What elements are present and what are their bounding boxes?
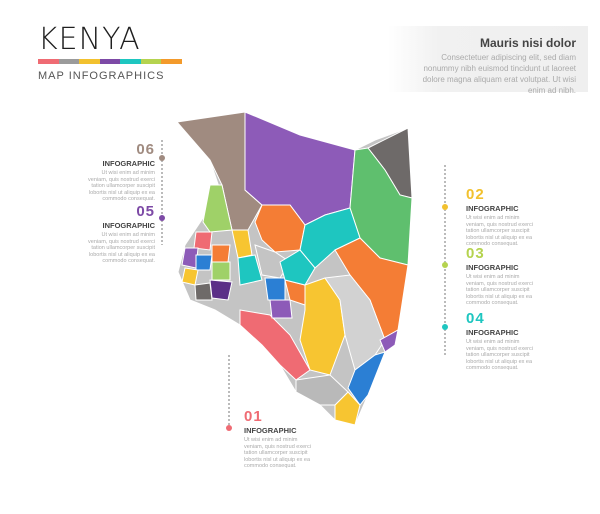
map-region-small [279,249,316,286]
callout-number: 03 [466,245,485,262]
map-region-small [194,282,213,301]
color-bar-segment [58,59,80,64]
callout-label: INFOGRAPHIC [244,426,297,435]
color-bar [38,59,183,64]
callout-label: INFOGRAPHIC [102,159,156,168]
callout-number: 06 [136,141,155,158]
leader-dot-04 [442,324,448,330]
callout-label: INFOGRAPHIC [466,204,519,213]
map-region-small [195,254,213,271]
map-region-small [211,244,231,263]
map-region-small [181,267,199,286]
map-region-pink [239,309,311,381]
callout-text: Ut wisi enim ad minim veniam, quis nostr… [466,339,533,371]
map-region-small [211,261,231,281]
callout-text: Ut wisi enim ad minim veniam, quis nostr… [244,437,311,469]
color-bar-segment [161,59,183,64]
callout-number: 01 [244,408,263,425]
map-region-coast-blue [347,351,386,406]
map-region-small [231,229,253,259]
callout-number: 05 [136,203,155,220]
callout-label: INFOGRAPHIC [102,221,156,230]
color-bar-segment [38,59,59,64]
map-region-central-orange [254,204,306,253]
map-region-small [193,231,213,251]
map-region-south-gray [295,374,349,406]
map-region-purple-small [379,329,399,353]
color-bar-segment [120,59,141,64]
callout-06: 06 INFOGRAPHIC Ut wisi enim ad minim ven… [80,141,155,203]
callout-text: Ut wisi enim ad minim veniam, quis nostr… [466,215,533,247]
color-bar-segment [140,59,162,64]
callout-04: 04 INFOGRAPHIC Ut wisi enim ad minim ven… [466,310,536,372]
leader-dot-03 [442,262,448,268]
callout-label: INFOGRAPHIC [466,328,519,337]
callout-text: Ut wisi enim ad minim veniam, quis nostr… [88,170,155,202]
map-region-small [264,277,286,301]
leader-dot-05 [159,215,165,221]
color-bar-segment [79,59,100,64]
callout-text: Ut wisi enim ad minim veniam, quis nostr… [466,274,533,306]
leader-dot-02 [442,204,448,210]
leader-dot-01 [226,425,232,431]
map-region-small [269,299,293,319]
leader-dot-06 [159,155,165,161]
map-region-west-lightgreen [202,184,233,233]
callout-02: 02 INFOGRAPHIC Ut wisi enim ad minim ven… [466,186,536,248]
info-title: Mauris nisi dolor [479,36,576,50]
callout-05: 05 INFOGRAPHIC Ut wisi enim ad minim ven… [80,203,155,265]
map-region-small [209,279,233,301]
callout-label: INFOGRAPHIC [466,263,519,272]
callout-03: 03 INFOGRAPHIC Ut wisi enim ad minim ven… [466,245,536,307]
callout-number: 02 [466,186,485,203]
page-title: KENYA [38,22,141,57]
page-subtitle: MAP INFOGRAPHICS [38,70,165,82]
info-text: Consectetuer adipiscing elit, sed diam n… [422,53,576,95]
info-box: Mauris nisi dolor Consectetuer adipiscin… [388,26,588,95]
map-region-small [237,254,263,286]
color-bar-segment [99,59,121,64]
callout-number: 04 [466,310,485,327]
callout-01: 01 INFOGRAPHIC Ut wisi enim ad minim ven… [244,408,314,470]
callout-text: Ut wisi enim ad minim veniam, quis nostr… [88,232,155,264]
